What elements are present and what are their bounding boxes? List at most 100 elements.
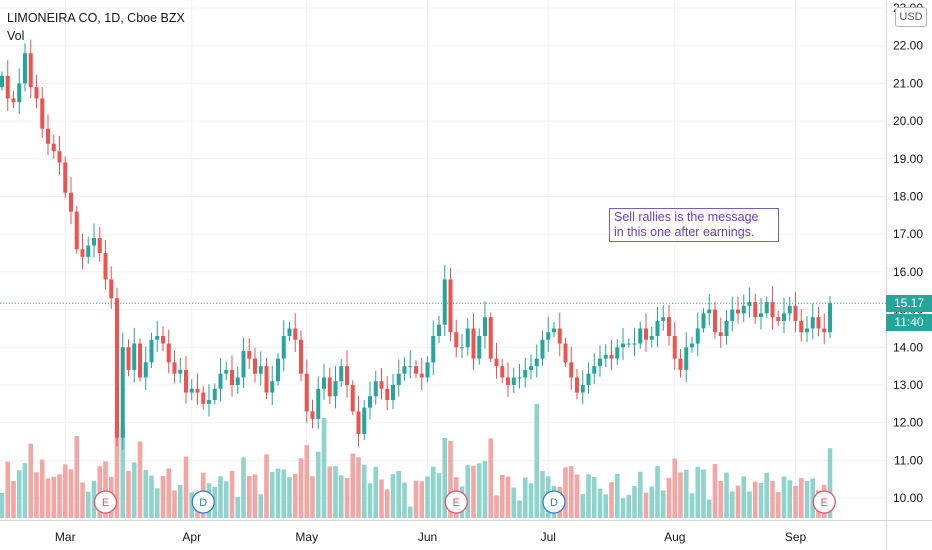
x-tick-label: Sep [785, 530, 807, 544]
volume-bar [724, 472, 729, 518]
volume-bar [321, 418, 327, 518]
candle-body [655, 320, 660, 336]
candle-body [172, 362, 177, 374]
candle-body [425, 362, 430, 378]
candle-body [488, 317, 493, 359]
volume-bar [252, 474, 258, 518]
volume-bar [534, 404, 540, 518]
volume-bar [292, 473, 298, 518]
candle-body [724, 320, 729, 336]
candle-body [753, 302, 758, 318]
candle-body [310, 411, 315, 419]
candle-body [287, 328, 292, 336]
candle-body [293, 328, 298, 340]
candle-body [575, 377, 579, 393]
volume-bar [0, 493, 5, 518]
currency-button[interactable]: USD [895, 7, 927, 27]
volume-bar [701, 469, 706, 518]
volume-bar [235, 496, 241, 518]
event-marker-label: D [199, 497, 207, 509]
volume-bar [591, 476, 597, 518]
candle-body [264, 366, 269, 393]
candle-body [672, 335, 677, 359]
volume-bar [637, 471, 643, 518]
candle-body [805, 328, 809, 333]
candle-body [678, 358, 683, 370]
volume-bar [131, 462, 137, 518]
candle-body [373, 381, 378, 397]
candle-body [322, 377, 326, 389]
candle-body [379, 381, 384, 389]
y-tick-label: 11.00 [894, 453, 923, 467]
candle-body [465, 328, 470, 348]
earnings-marker[interactable]: E [444, 490, 468, 514]
candle-body [517, 377, 522, 379]
volume-bar [758, 483, 764, 518]
candle-body [592, 366, 597, 374]
volume-bar [494, 495, 499, 518]
candle-body [603, 354, 608, 359]
volume-bar [338, 475, 344, 518]
volume-bar [666, 477, 672, 518]
volume-bar [218, 476, 223, 518]
candle-body [506, 377, 510, 385]
y-tick-label: 22.00 [893, 39, 923, 53]
candle-body [207, 400, 211, 404]
candle-body [86, 245, 91, 257]
dividend-marker[interactable]: D [542, 490, 566, 514]
volume-bar [384, 489, 390, 518]
volume-bar [471, 465, 476, 518]
volume-bar [804, 481, 810, 518]
y-tick-label: 19.00 [893, 152, 923, 166]
volume-bar [448, 440, 453, 518]
earnings-marker[interactable]: E [93, 490, 118, 514]
chart-title: LIMONEIRA CO, 1D, Cboe BZX [7, 11, 185, 25]
candle-body [218, 373, 223, 389]
volume-bar [511, 487, 517, 518]
volume-bar [229, 470, 235, 518]
volume-bar [62, 464, 68, 518]
volume-bar [798, 478, 804, 518]
dividend-marker[interactable]: D [191, 490, 215, 514]
volume-bar [269, 471, 275, 518]
volume-bar [310, 476, 315, 518]
candle-body [454, 332, 459, 348]
candle-body [822, 328, 827, 333]
candle-body [500, 366, 505, 378]
volume-bar [540, 471, 545, 518]
event-marker-label: E [102, 497, 109, 509]
candle-body [350, 385, 355, 412]
volume-bar [85, 491, 91, 518]
candle-body [713, 309, 717, 333]
candle-body [143, 362, 148, 378]
volume-bar [488, 438, 494, 518]
volume-bar [499, 474, 505, 518]
volume-bar [68, 469, 74, 518]
candle-body [471, 328, 476, 359]
candle-body [120, 347, 125, 438]
earnings-marker[interactable]: E [812, 490, 836, 514]
volume-bar [626, 495, 632, 518]
candle-body [667, 317, 671, 336]
candle-body [483, 317, 487, 336]
volume-bar [695, 466, 701, 518]
chart-annotation[interactable]: Sell rallies is the message in this one … [609, 208, 779, 242]
candle-body [339, 366, 344, 382]
event-marker-circle [191, 490, 215, 514]
candle-body [345, 366, 349, 385]
candle-body [241, 351, 246, 378]
candle-body [609, 354, 614, 359]
candle-body [103, 253, 108, 280]
candle-body [598, 358, 602, 367]
volume-bar [787, 480, 793, 518]
volume-bar [781, 476, 787, 518]
volume-bar [154, 488, 160, 518]
candle-body [534, 358, 539, 367]
event-marker-circle [93, 490, 118, 514]
candle-body [74, 211, 79, 250]
candle-body [69, 192, 73, 212]
volume-bar [287, 477, 292, 518]
candle-body [402, 366, 407, 374]
x-tick-label: May [295, 530, 318, 544]
